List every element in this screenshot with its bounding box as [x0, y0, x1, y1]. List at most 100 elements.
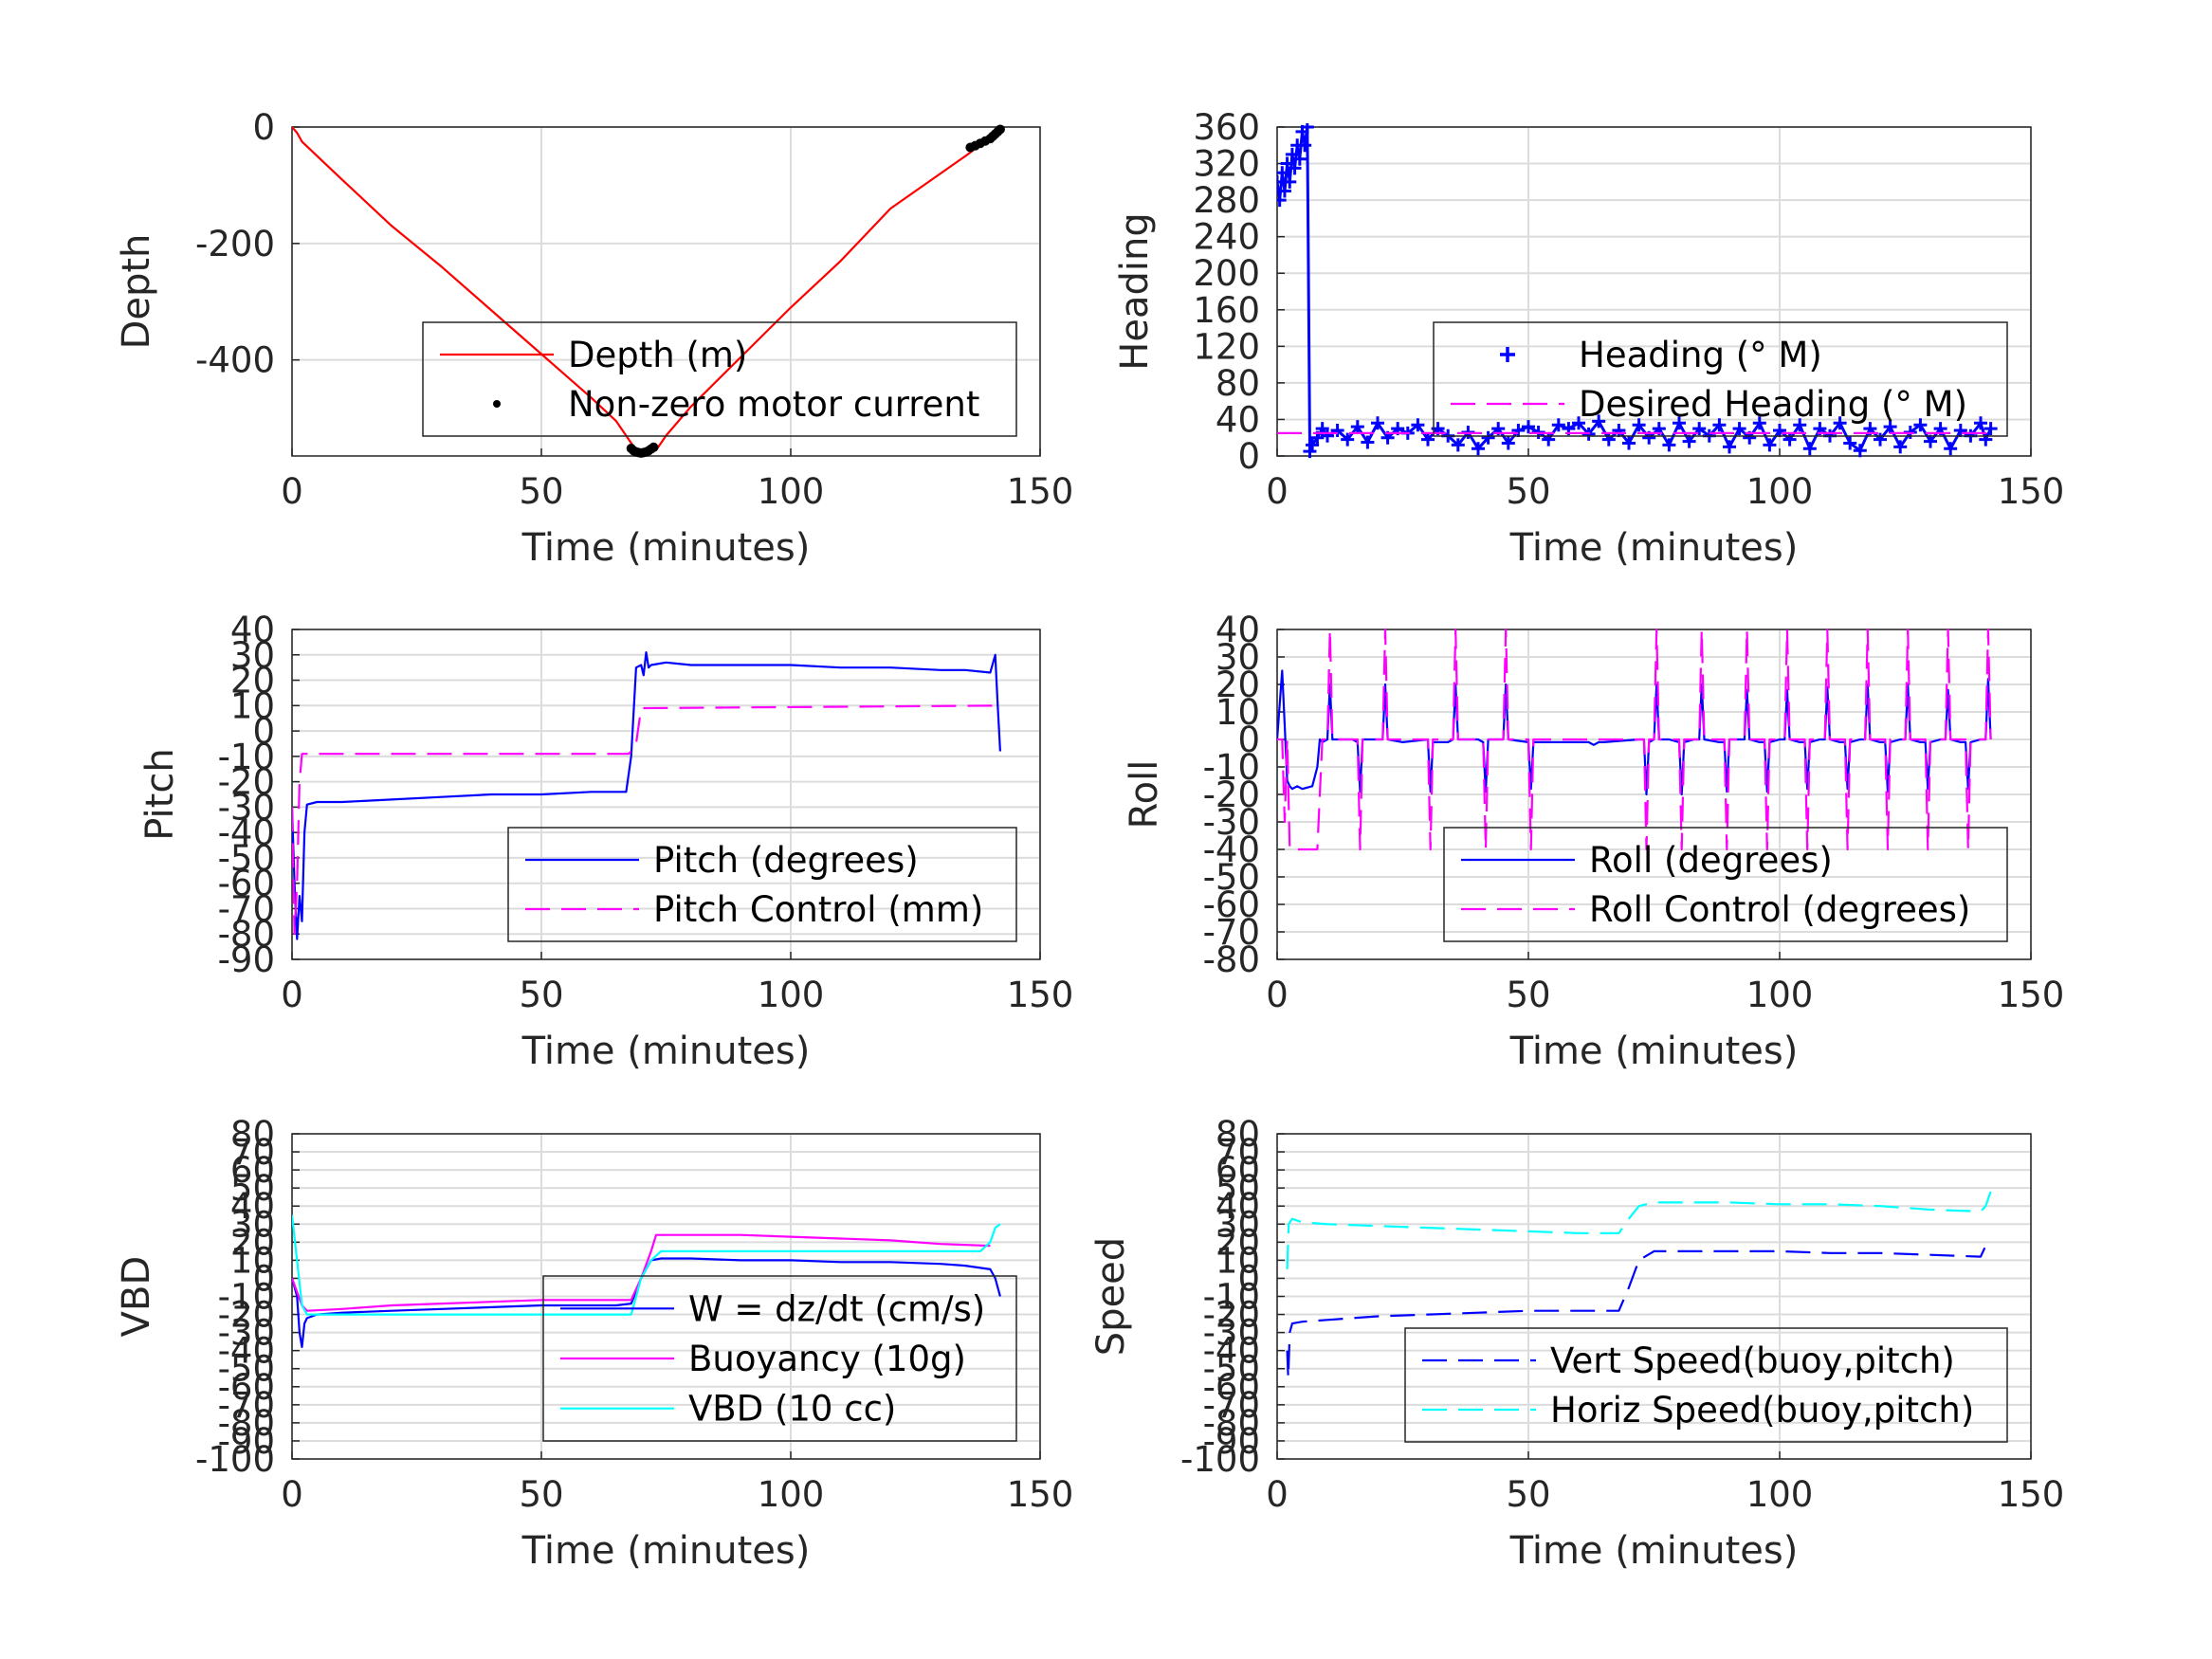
- legend-label: Horiz Speed(buoy,pitch): [1550, 1390, 1974, 1431]
- y-tick-label: -10: [1203, 747, 1260, 788]
- legend-entry: Roll (degrees): [1461, 840, 1833, 881]
- series-heading-m-marker: [1853, 444, 1867, 458]
- series-heading-m-marker: [1673, 416, 1686, 430]
- y-tick-label: -60: [1203, 884, 1260, 925]
- legend: Heading (° M) Desired Heading (° M): [1433, 321, 2008, 437]
- x-axis-label: Time (minutes): [1509, 1030, 1799, 1073]
- subplot-4: 0 50 100 150403020100-10-20-30-40-50-60-70-…: [1123, 610, 2064, 1073]
- legend: Roll (degrees) Roll Control (degrees): [1443, 827, 2008, 942]
- series-heading-m-marker: [1306, 438, 1320, 452]
- series-heading-m-marker: [1732, 422, 1746, 436]
- legend-entry: Buoyancy (10g): [560, 1339, 966, 1379]
- legend-box: [1404, 1327, 2008, 1443]
- legend-entry: Heading (° M): [1500, 335, 1822, 375]
- series-heading-m-marker: [1979, 432, 1993, 447]
- series-heading-m-marker: [1601, 432, 1616, 447]
- y-tick-label: -60: [218, 1367, 275, 1408]
- series-heading-m-marker: [1572, 416, 1585, 430]
- legend-label: VBD (10 cc): [688, 1389, 896, 1430]
- x-tick-label: 50: [519, 1474, 563, 1515]
- x-tick-label: 0: [281, 1474, 303, 1515]
- plot-area: [292, 629, 1040, 959]
- legend-entry: Pitch (degrees): [525, 840, 919, 881]
- series-heading-m-marker: [1913, 418, 1928, 432]
- y-tick-label: -90: [218, 1421, 275, 1462]
- series-heading-m-marker: [1277, 166, 1289, 180]
- series-heading-m-marker: [1802, 442, 1817, 456]
- series-heading-m-marker: [1371, 416, 1384, 430]
- y-axis-label: Roll: [1123, 760, 1166, 830]
- y-tick-label: -10: [218, 1277, 275, 1318]
- y-tick-label: -40: [1203, 830, 1260, 870]
- legend-box: [507, 827, 1017, 942]
- series-vert-speed-buoy-pitch-line: [1286, 1237, 1992, 1379]
- y-tick-label: 280: [1193, 180, 1260, 221]
- subplot-3: 0 50 100 150403020100-10-20-30-40-50-60-70-…: [138, 610, 1073, 1073]
- y-tick-label: 0: [252, 107, 275, 148]
- y-tick-label: 40: [1216, 610, 1260, 650]
- series-heading-m-marker: [1763, 438, 1777, 452]
- y-tick-label: 360: [1193, 107, 1260, 148]
- legend-label: Desired Heading (° M): [1579, 384, 1967, 425]
- x-tick-label: 150: [1998, 975, 2065, 1015]
- y-tick-label: -20: [1203, 1295, 1260, 1336]
- y-tick-label: 0: [1237, 436, 1260, 477]
- legend-label: Vert Speed(buoy,pitch): [1550, 1340, 1955, 1381]
- legend-label: Heading (° M): [1579, 335, 1822, 375]
- subplot-1: 0 50 100 150 0 -200 -400 Time (minutes) Depth Dep…: [115, 107, 1073, 570]
- series-heading-m-marker: [1752, 416, 1766, 430]
- subplot-5: 0 50 100 15080706050403020100-10-20-30-40-5…: [115, 1114, 1073, 1573]
- legend-entry: W = dz/dt (cm/s): [560, 1288, 985, 1329]
- x-tick-label: 150: [1007, 471, 1074, 512]
- series-horiz-speed-buoy-pitch-line: [1286, 1191, 1992, 1269]
- series-heading-m-marker: [1622, 436, 1636, 450]
- x-tick-label: 100: [1746, 471, 1814, 512]
- y-tick-label: -60: [1203, 1367, 1260, 1408]
- y-tick-label: -200: [195, 224, 275, 264]
- series-roll-control-degrees-line: [1277, 628, 1992, 851]
- series-heading-m-marker: [1712, 418, 1727, 432]
- y-tick-label: -90: [218, 939, 275, 980]
- series-heading-m-marker: [1551, 418, 1565, 432]
- axes-box: [1276, 126, 2032, 457]
- series-buoyancy-10g-line: [292, 1233, 991, 1312]
- plot-area: [292, 127, 1040, 456]
- y-tick-label: 20: [230, 661, 275, 702]
- y-tick-label: -100: [1180, 1439, 1260, 1480]
- y-tick-label: 20: [1216, 665, 1260, 705]
- legend: Pitch (degrees) Pitch Control (mm): [507, 827, 1017, 942]
- y-tick-label: -70: [1203, 912, 1260, 953]
- series-heading-m-marker: [1662, 438, 1676, 452]
- y-tick-label: -80: [218, 1403, 275, 1444]
- y-tick-label: -40: [218, 1331, 275, 1372]
- series-layer: [292, 124, 1005, 458]
- y-tick-label: 120: [1193, 326, 1260, 367]
- series-heading-m-marker: [1723, 440, 1736, 454]
- y-tick-label: -30: [1203, 802, 1260, 843]
- y-tick-label: -80: [1203, 1403, 1260, 1444]
- y-tick-label: 10: [230, 1240, 275, 1281]
- y-tick-label: -10: [218, 737, 275, 777]
- series-heading-m-marker: [1833, 416, 1847, 430]
- series-heading-m-marker: [1451, 438, 1465, 452]
- legend-entry: Non-zero motor current: [493, 384, 979, 425]
- series-heading-m-marker: [1924, 434, 1937, 448]
- series-heading-m-marker: [1612, 424, 1626, 438]
- series-heading-m-marker: [1303, 445, 1317, 459]
- y-tick-label: -30: [218, 787, 275, 828]
- y-tick-label: -30: [1203, 1313, 1260, 1354]
- y-tick-label: -50: [1203, 1349, 1260, 1390]
- series-heading-m-marker: [1321, 428, 1334, 443]
- series-heading-m-marker: [1285, 147, 1299, 161]
- y-tick-label: 40: [1216, 1186, 1260, 1227]
- y-tick-label: -40: [218, 812, 275, 853]
- x-tick-label: 100: [758, 975, 825, 1015]
- legend-box: [1433, 321, 2008, 437]
- y-tick-label: 50: [230, 1168, 275, 1209]
- series-heading-m-marker: [1350, 420, 1364, 434]
- legend: Depth (m) Non-zero motor current: [422, 321, 1017, 437]
- x-tick-label: 50: [1506, 975, 1550, 1015]
- y-tick-label: 200: [1193, 253, 1260, 294]
- series-heading-m-marker: [1983, 422, 1998, 436]
- x-tick-label: 100: [758, 471, 825, 512]
